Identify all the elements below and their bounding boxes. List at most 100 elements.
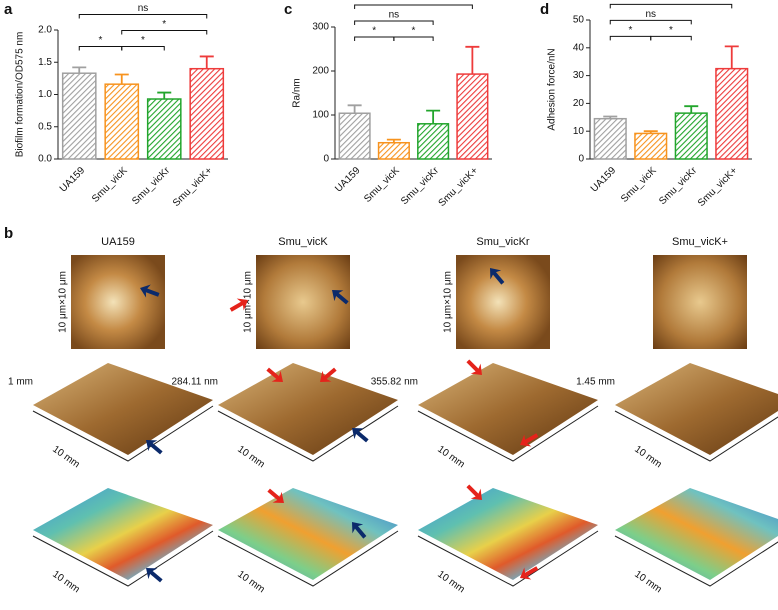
y-tick-label: 0	[323, 154, 329, 165]
panel-label: b	[4, 225, 13, 242]
error-bar	[114, 73, 129, 85]
significance-label: *	[372, 26, 376, 37]
box-axis	[614, 410, 778, 462]
bar	[146, 98, 182, 160]
height-label: 1 mm	[8, 377, 33, 388]
y-tick-label: 200	[312, 66, 329, 77]
arrow	[520, 566, 539, 580]
y-tick-label: 50	[573, 15, 585, 26]
arrow	[320, 367, 337, 382]
error-bar	[603, 115, 618, 119]
box-axis	[217, 405, 399, 462]
y-axis-label: Adhesion force/nN	[547, 48, 558, 130]
box-axis	[217, 530, 399, 587]
charts: a Biofilm formation/OD575 nm 0.0 0.5 1.0 1.5 2…	[4, 0, 752, 209]
x-tick-label: Smu_vicK	[619, 165, 659, 205]
x-tick-label: UA159	[589, 165, 619, 195]
surface-3d	[615, 488, 778, 580]
surface-3d	[418, 363, 598, 455]
error-bar	[724, 45, 739, 69]
bar	[104, 83, 140, 160]
height-label: 1.45 mm	[576, 377, 615, 388]
significance-bracket	[650, 35, 692, 41]
significance-label: *	[629, 25, 633, 36]
scale-label: 10 μm×10 μm	[243, 271, 254, 333]
x-tick-label: Smu_vicKr	[130, 165, 172, 207]
bar	[338, 112, 371, 160]
y-tick-label: 10	[573, 126, 585, 137]
panel-b: b UA159 10 μm×10 μm 10 mm 10 mm 1 mm Smu_vicK 1…	[4, 225, 778, 595]
height-label: 284.11 nm	[171, 377, 218, 388]
height-label: 355.82 nm	[371, 377, 418, 388]
significance-label: *	[669, 25, 673, 36]
significance-label: ns	[138, 3, 149, 14]
arrow	[332, 290, 349, 305]
y-axis-label: Biofilm formation/OD575 nm	[15, 32, 26, 158]
significance-bracket	[609, 3, 733, 9]
significance-bracket	[393, 36, 434, 41]
x-tick-label: Smu_vicK	[362, 165, 402, 205]
significance-bracket	[78, 13, 208, 19]
afm-image	[653, 255, 747, 349]
error-bar	[72, 66, 87, 74]
significance-bracket	[121, 45, 165, 51]
y-axis-label: Ra/nm	[292, 78, 303, 107]
size-label: 10 mm	[632, 444, 663, 471]
box-axis	[614, 535, 778, 587]
error-bar	[199, 55, 214, 69]
significance-bracket	[121, 29, 208, 35]
x-tick-label: Smu_vicK	[90, 165, 130, 205]
error-bar	[465, 45, 480, 75]
arrow	[146, 440, 163, 455]
x-tick-label: Smu_vicK+	[171, 165, 215, 209]
size-label: 10 mm	[235, 569, 266, 596]
panel-label: a	[4, 1, 13, 18]
arrow	[140, 284, 160, 298]
y-tick-label: 0	[578, 154, 584, 165]
afm-image	[456, 255, 550, 349]
bar	[715, 67, 749, 160]
bar	[61, 72, 97, 160]
arrow	[466, 484, 482, 500]
surface-3d	[33, 363, 213, 455]
scale-label: 10 μm×10 μm	[443, 271, 454, 333]
surface-3d	[218, 488, 398, 580]
size-label: 10 mm	[50, 444, 81, 471]
surface-3d	[33, 488, 213, 580]
error-bar	[386, 138, 401, 143]
significance-bracket	[609, 35, 652, 41]
significance-label: *	[669, 0, 673, 4]
box-axis	[32, 530, 214, 587]
significance-label: *	[412, 0, 416, 5]
arrow	[520, 433, 539, 447]
size-label: 10 mm	[235, 444, 266, 471]
y-tick-label: 100	[312, 110, 329, 121]
significance-label: ns	[389, 10, 400, 21]
bar	[674, 112, 708, 160]
panel-label: c	[284, 1, 292, 18]
y-tick-label: 1.5	[38, 57, 52, 68]
significance-bracket	[78, 45, 123, 51]
error-bar	[643, 130, 658, 134]
bar	[189, 67, 225, 160]
error-bar	[347, 104, 362, 114]
afm-image	[256, 255, 350, 349]
arrow	[229, 298, 248, 312]
surface-3d	[615, 363, 778, 455]
surface-3d	[418, 488, 598, 580]
size-label: 10 mm	[435, 569, 466, 596]
significance-label: *	[412, 26, 416, 37]
size-label: 10 mm	[50, 569, 81, 596]
significance-label: *	[162, 19, 166, 30]
x-tick-label: Smu_vicK+	[696, 165, 740, 209]
panel-label: d	[540, 1, 549, 18]
arrow	[490, 268, 505, 285]
scale-label: 10 μm×10 μm	[58, 271, 69, 333]
box-axis	[32, 405, 214, 462]
y-tick-label: 2.0	[38, 25, 52, 36]
error-bar	[684, 105, 699, 114]
arrow	[146, 568, 163, 583]
bar	[417, 123, 450, 160]
significance-bracket	[354, 4, 473, 9]
x-tick-label: UA159	[58, 165, 88, 195]
